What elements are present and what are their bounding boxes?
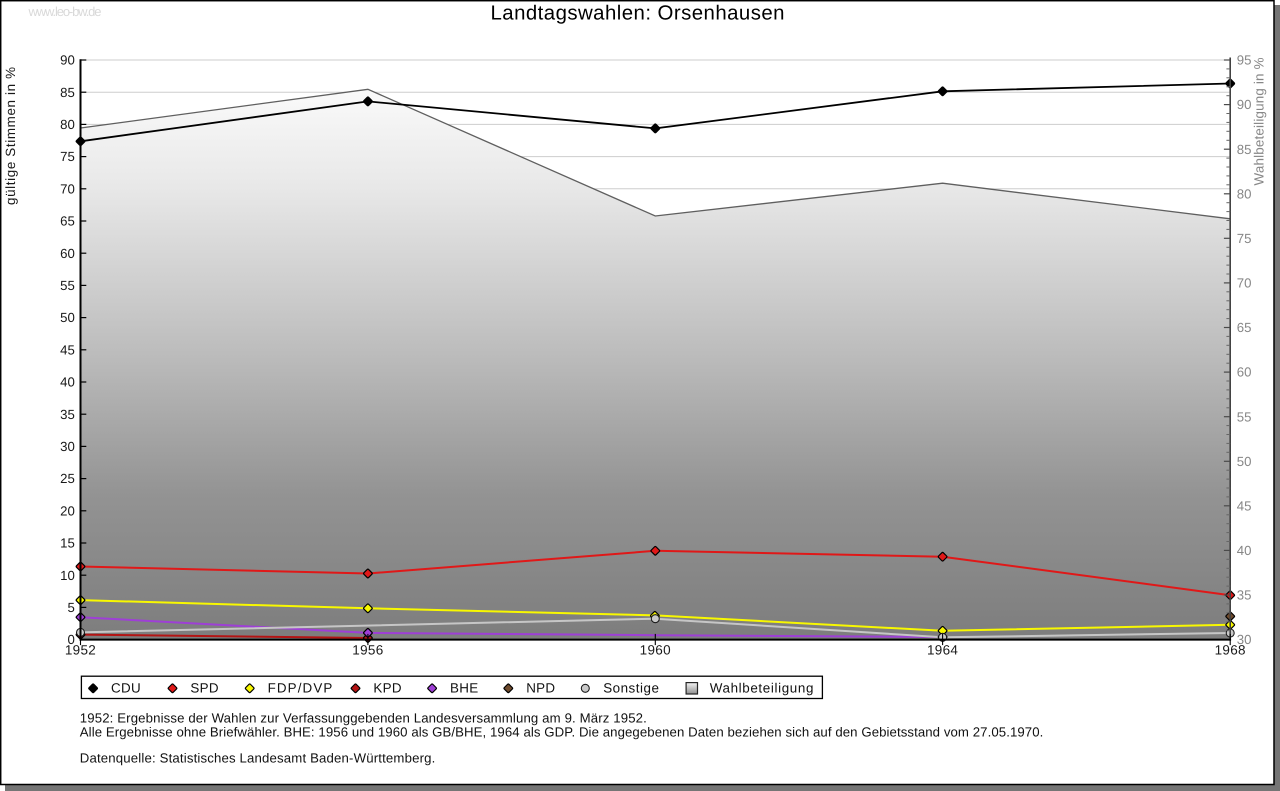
svg-text:90: 90: [1237, 97, 1252, 112]
svg-text:1960: 1960: [640, 643, 671, 658]
svg-text:CDU: CDU: [111, 681, 141, 696]
svg-text:www.leo-bw.de: www.leo-bw.de: [28, 4, 102, 19]
svg-text:25: 25: [60, 471, 75, 486]
svg-text:65: 65: [1237, 320, 1252, 335]
svg-text:90: 90: [60, 53, 75, 68]
svg-text:70: 70: [1237, 276, 1252, 291]
svg-text:Wahlbeteiligung: Wahlbeteiligung: [710, 681, 814, 696]
svg-text:95: 95: [1237, 53, 1252, 68]
svg-text:KPD: KPD: [373, 681, 401, 696]
svg-text:60: 60: [1237, 365, 1252, 380]
svg-text:1956: 1956: [352, 643, 383, 658]
svg-text:55: 55: [60, 278, 75, 293]
svg-text:50: 50: [60, 310, 75, 325]
svg-text:1968: 1968: [1215, 643, 1246, 658]
svg-text:Datenquelle: Statistisches Lan: Datenquelle: Statistisches Landesamt Bad…: [80, 750, 436, 765]
svg-text:1952: 1952: [65, 643, 96, 658]
svg-text:55: 55: [1237, 409, 1252, 424]
svg-text:35: 35: [60, 407, 75, 422]
svg-text:70: 70: [60, 181, 75, 196]
svg-text:Landtagswahlen: Orsenhausen: Landtagswahlen: Orsenhausen: [491, 2, 785, 24]
svg-text:80: 80: [1237, 186, 1252, 201]
svg-text:20: 20: [60, 503, 75, 518]
svg-text:Wahlbeteiligung in %: Wahlbeteiligung in %: [1251, 57, 1266, 185]
svg-text:NPD: NPD: [526, 681, 555, 696]
svg-text:75: 75: [1237, 231, 1252, 246]
svg-text:50: 50: [1237, 454, 1252, 469]
svg-text:gültige Stimmen in %: gültige Stimmen in %: [3, 67, 18, 205]
svg-text:60: 60: [60, 246, 75, 261]
svg-text:BHE: BHE: [450, 681, 478, 696]
svg-text:65: 65: [60, 214, 75, 229]
svg-text:30: 30: [1237, 632, 1252, 647]
svg-text:85: 85: [1237, 142, 1252, 157]
svg-text:1964: 1964: [927, 643, 958, 658]
svg-text:Sonstige: Sonstige: [603, 681, 659, 696]
svg-text:40: 40: [1237, 543, 1252, 558]
svg-text:1952: Ergebnisse der Wahlen zu: 1952: Ergebnisse der Wahlen zur Verfassu…: [80, 711, 647, 726]
svg-text:10: 10: [60, 568, 75, 583]
svg-text:SPD: SPD: [190, 681, 218, 696]
svg-text:Alle Ergebnisse ohne Briefwähl: Alle Ergebnisse ohne Briefwähler. BHE: 1…: [80, 725, 1044, 740]
svg-text:35: 35: [1237, 588, 1252, 603]
svg-text:45: 45: [60, 342, 75, 357]
svg-text:40: 40: [60, 375, 75, 390]
svg-text:FDP/DVP: FDP/DVP: [268, 681, 333, 696]
svg-text:85: 85: [60, 85, 75, 100]
svg-text:30: 30: [60, 439, 75, 454]
svg-text:5: 5: [67, 600, 74, 615]
svg-text:45: 45: [1237, 498, 1252, 513]
svg-text:0: 0: [67, 632, 74, 647]
svg-text:15: 15: [60, 536, 75, 551]
svg-text:80: 80: [60, 117, 75, 132]
svg-text:75: 75: [60, 149, 75, 164]
